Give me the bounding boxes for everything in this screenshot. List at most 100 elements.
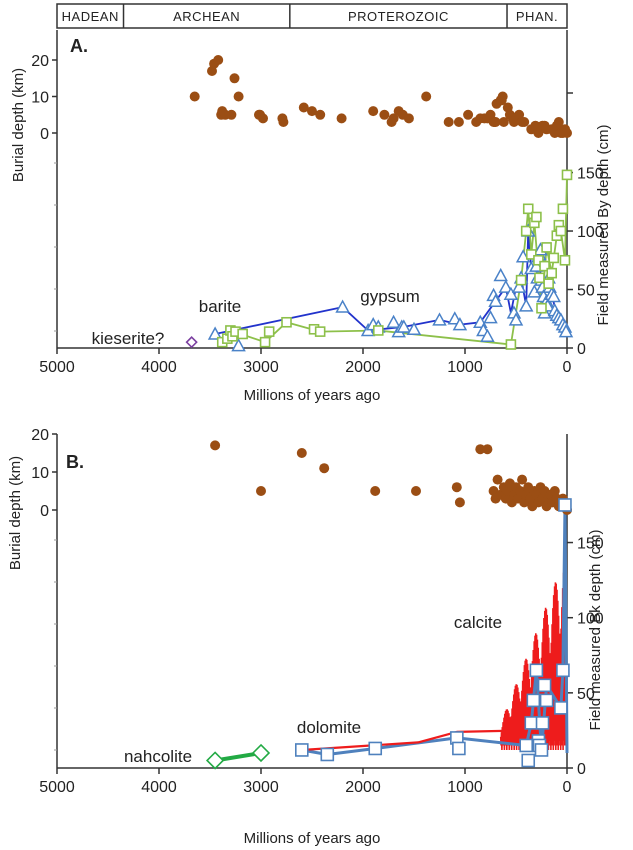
burial-depth-point <box>443 117 454 127</box>
barite-point <box>263 326 275 337</box>
burial-depth-point <box>229 73 240 84</box>
gypsum-point <box>558 324 574 338</box>
gypsum-point <box>335 299 350 313</box>
x-tick-label: 4000 <box>141 359 177 376</box>
burial-depth-point <box>463 109 474 120</box>
barite-point <box>505 339 517 350</box>
Bk-point <box>320 747 335 762</box>
burial-depth-point <box>533 128 544 138</box>
barite-point <box>531 211 542 223</box>
barite-point <box>525 249 537 260</box>
burial-depth-point <box>475 444 486 455</box>
barite-point <box>539 260 550 272</box>
panel-a-chart: A. 5000 4000 3000 2000 1000 020100050100150ba… <box>10 30 612 404</box>
gypsum-point <box>511 279 527 293</box>
Bk-point <box>368 741 383 756</box>
x-tick-label: 0 <box>563 359 572 376</box>
panel-b-x-axis-title: Millions of years ago <box>244 830 381 847</box>
right-tick-label: 150 <box>577 166 604 183</box>
gypsum-point <box>518 298 534 312</box>
barite-point <box>259 336 271 348</box>
Bk-point <box>556 663 570 678</box>
burial-depth-point <box>336 113 347 124</box>
era-label: PHAN. <box>516 9 558 24</box>
gypsum-point <box>231 338 246 352</box>
gypsum-point <box>432 312 447 326</box>
burial-depth-point <box>482 444 493 455</box>
x-tick-label: 4000 <box>141 779 177 796</box>
Bk-point <box>529 663 544 678</box>
panel-b-right-axis-title: Field measured Bk depth (cm) <box>587 530 604 731</box>
barite-point <box>561 169 573 181</box>
burial-depth-point <box>379 109 390 120</box>
Bk-point <box>535 716 550 730</box>
barite-point <box>559 254 571 266</box>
burial-depth-point <box>256 486 266 496</box>
right-tick-label: 150 <box>577 536 604 553</box>
burial-depth-point <box>298 102 309 113</box>
burial-depth-point <box>226 109 237 120</box>
gypsum-point <box>483 310 498 324</box>
left-tick-label: 0 <box>40 126 49 143</box>
x-tick-label: 0 <box>563 779 572 796</box>
barite-point <box>372 325 384 336</box>
barite-point <box>548 252 560 264</box>
panel-b-label: B. <box>66 452 84 472</box>
panel-b-chart: B. 5000 4000 3000 2000 1000 020100050100150ca… <box>7 427 604 847</box>
burial-depth-point <box>319 463 330 474</box>
x-tick-label: 1000 <box>447 779 483 796</box>
gypsum-point <box>488 293 503 307</box>
gypsum-point <box>406 321 422 336</box>
x-tick-label: 1000 <box>447 359 483 376</box>
burial-depth-point <box>278 117 289 127</box>
barite-point <box>546 267 558 279</box>
barite-point <box>237 328 248 340</box>
annotation-calcite: calcite <box>454 613 502 632</box>
barite-point <box>534 272 545 284</box>
gypsum-point <box>480 328 495 343</box>
Bk-point <box>452 741 466 756</box>
era-label: HADEAN <box>62 9 119 24</box>
burial-depth-point <box>519 117 530 127</box>
gypsum-point <box>493 267 508 282</box>
burial-depth-point <box>453 117 464 127</box>
x-tick-label: 3000 <box>243 359 279 376</box>
gypsum-point <box>386 314 401 329</box>
burial-depth-point <box>210 440 221 451</box>
left-tick-label: 20 <box>31 427 49 444</box>
burial-depth-point <box>490 117 501 127</box>
Bk-point <box>524 716 539 730</box>
panel-a-left-axis-title: Burial depth (km) <box>10 68 27 182</box>
barite-point <box>557 203 569 215</box>
x-tick-label: 5000 <box>39 779 75 796</box>
era-label: ARCHEAN <box>173 9 240 24</box>
barite-point <box>543 278 554 289</box>
burial-depth-point <box>258 113 268 124</box>
x-tick-label: 3000 <box>243 779 279 796</box>
burial-depth-point <box>454 497 465 508</box>
barite-point <box>541 242 552 253</box>
panel-b-left-axis-title: Burial depth (km) <box>7 456 24 570</box>
gypsum-point <box>207 326 223 340</box>
barite-point <box>536 302 547 314</box>
gypsum-point <box>546 288 562 303</box>
burial-depth-point <box>497 91 508 102</box>
annotation-nahcolite: nahcolite <box>124 747 192 766</box>
burial-depth-point <box>562 128 572 138</box>
dolomite-line <box>301 729 525 752</box>
barite-point <box>522 203 534 215</box>
right-tick-label: 100 <box>577 611 604 628</box>
annotation-kieserite: kieserite? <box>92 329 165 348</box>
left-tick-label: 10 <box>31 465 49 482</box>
right-tick-label: 0 <box>577 761 586 778</box>
x-tick-label: 2000 <box>345 779 381 796</box>
annotation-barite: barite <box>199 297 242 316</box>
burial-depth-point <box>411 486 421 496</box>
burial-depth-point <box>233 91 244 102</box>
barite-point <box>520 225 532 237</box>
burial-depth-point <box>189 91 200 102</box>
left-tick-label: 20 <box>31 53 49 70</box>
Bk-point <box>526 693 541 708</box>
burial-depth-point <box>296 448 307 458</box>
